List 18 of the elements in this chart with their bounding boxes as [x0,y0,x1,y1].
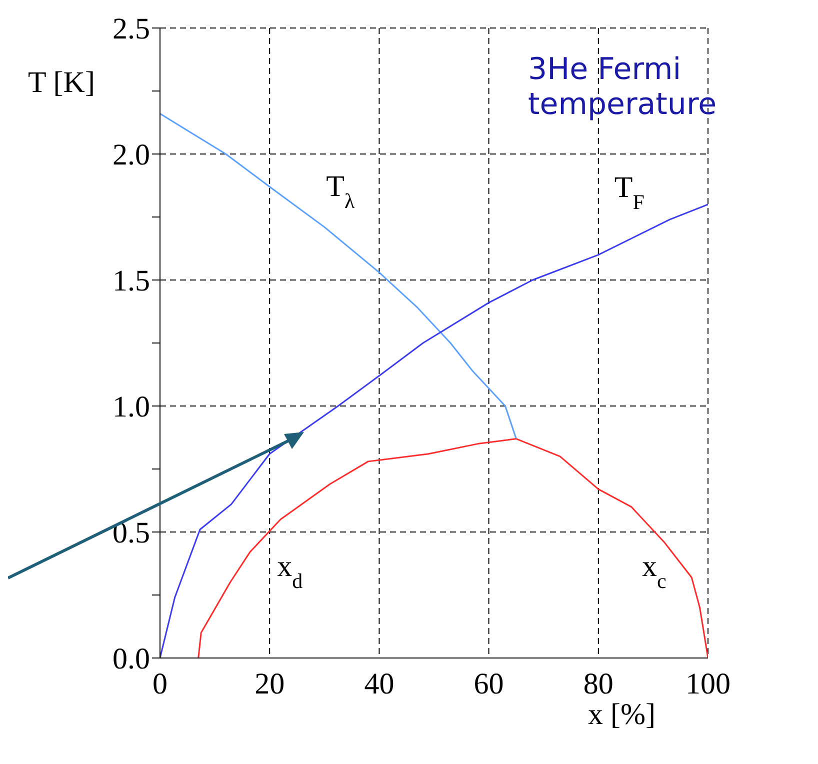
y-axis-title: T [K] [28,66,95,100]
x-tick-label: 40 [364,667,394,700]
series-label: T$_{F}$ [614,170,644,214]
y-tick-label: 1.5 [112,264,150,298]
x-tick-label: 0 [152,667,168,700]
x-tick-label: 60 [474,667,504,700]
x-tick-label: 80 [583,667,614,700]
series-label: T$_{λ}$ [326,170,356,214]
y-tick-label: 1.0 [112,390,150,424]
annotation: 3He Fermi temperature [528,52,718,122]
series-label: x$_{d}$ [277,550,304,594]
y-tick-label: 0.0 [112,642,150,676]
x-axis-title: x [%] [588,698,656,732]
y-tick-label: 2.0 [112,138,150,172]
y-tick-label: 2.5 [112,12,150,46]
series-label: x$_{c}$ [642,550,666,594]
x-tick-label: 100 [686,667,730,700]
x-tick-label: 20 [254,667,285,700]
